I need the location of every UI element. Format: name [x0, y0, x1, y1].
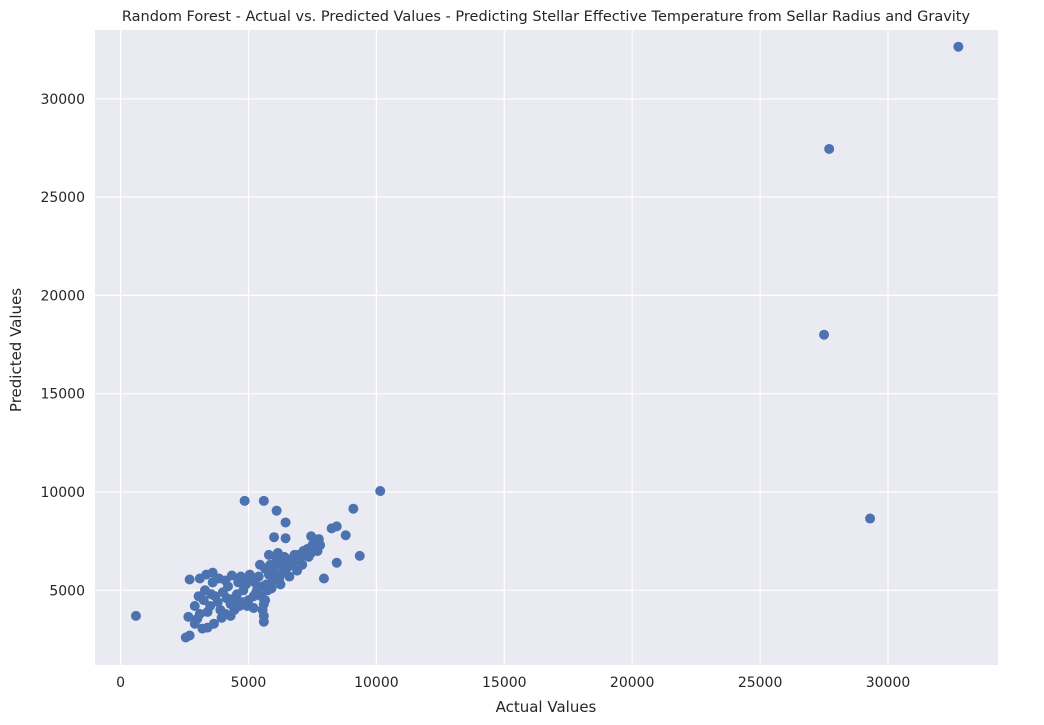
x-tick-label: 15000	[482, 675, 527, 691]
x-tick-label: 0	[116, 675, 125, 691]
grid-lines-x	[119, 30, 889, 665]
y-tick-labels: 5000 10000 15000 20000 25000 30000	[40, 92, 85, 599]
data-point	[221, 593, 232, 604]
data-point	[226, 570, 237, 581]
data-point	[306, 547, 317, 558]
data-point	[819, 329, 830, 340]
y-axis-label: Predicted Values	[7, 288, 25, 412]
y-tick-label: 30000	[40, 92, 85, 108]
data-point	[280, 517, 291, 528]
data-point	[270, 569, 281, 580]
plot-area	[95, 30, 998, 665]
data-point	[193, 591, 204, 602]
data-point	[297, 559, 308, 570]
x-tick-label: 10000	[354, 675, 399, 691]
data-point	[184, 630, 195, 641]
x-tick-label: 20000	[610, 675, 655, 691]
data-point	[326, 523, 337, 534]
data-point	[207, 567, 218, 578]
data-point	[280, 533, 291, 544]
data-point	[340, 530, 351, 541]
x-tick-label: 30000	[866, 675, 911, 691]
data-points	[130, 41, 964, 643]
data-point	[205, 601, 216, 612]
data-point	[260, 595, 271, 606]
data-point	[212, 597, 223, 608]
data-point	[354, 550, 365, 561]
data-point	[231, 589, 242, 600]
data-point	[258, 495, 269, 506]
data-point	[284, 571, 295, 582]
data-point	[183, 611, 194, 622]
x-tick-labels: 0 5000 10000 15000 20000 25000 30000	[116, 675, 910, 691]
data-point	[348, 503, 359, 514]
data-point	[240, 579, 251, 590]
data-point	[235, 571, 246, 582]
x-tick-label: 25000	[738, 675, 783, 691]
x-tick-label: 5000	[231, 675, 267, 691]
x-axis-label: Actual Values	[496, 698, 597, 716]
data-point	[130, 610, 141, 621]
chart-title: Random Forest - Actual vs. Predicted Val…	[122, 9, 971, 25]
y-tick-label: 25000	[40, 190, 85, 206]
data-point	[184, 574, 195, 585]
data-point	[216, 612, 227, 623]
data-point	[257, 581, 268, 592]
data-point	[269, 532, 280, 543]
data-point	[953, 41, 964, 52]
data-point	[263, 549, 274, 560]
grid-lines-y	[95, 98, 998, 591]
data-point	[279, 551, 290, 562]
data-point	[194, 608, 205, 619]
data-point	[865, 513, 876, 524]
y-tick-label: 15000	[40, 387, 85, 403]
data-point	[275, 579, 286, 590]
data-point	[202, 622, 213, 633]
data-point	[248, 591, 259, 602]
data-point	[265, 559, 276, 570]
data-point	[242, 601, 253, 612]
data-point	[249, 577, 260, 588]
data-point	[271, 505, 282, 516]
data-point	[315, 540, 326, 551]
data-point	[375, 486, 386, 497]
data-point	[229, 604, 240, 615]
data-point	[244, 569, 255, 580]
data-point	[239, 495, 250, 506]
data-point	[206, 589, 217, 600]
y-tick-label: 5000	[49, 583, 85, 599]
y-tick-label: 10000	[40, 485, 85, 501]
data-point	[331, 557, 342, 568]
y-tick-label: 20000	[40, 288, 85, 304]
data-point	[824, 143, 835, 154]
data-point	[318, 573, 329, 584]
data-point	[257, 604, 268, 615]
data-point	[306, 531, 317, 542]
data-point	[189, 601, 200, 612]
